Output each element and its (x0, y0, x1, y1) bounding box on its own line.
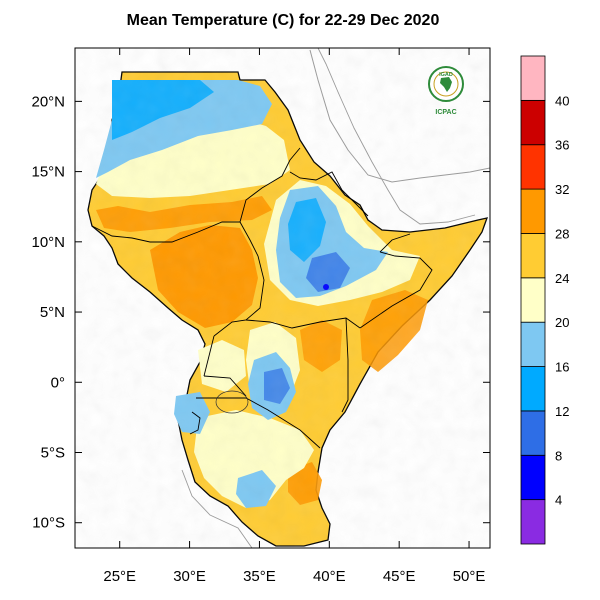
colorbar-label: 20 (555, 315, 569, 330)
logo-inner (433, 71, 459, 97)
lat-tick-label: 10°S (32, 515, 65, 532)
colorbar-swatch (520, 321, 546, 367)
colorbar-label: 36 (555, 138, 569, 153)
africa-emblem-icon (440, 77, 452, 92)
lon-tick-label: 40°E (313, 568, 346, 585)
map-panel: 25°E 30°E 35°E 40°E 45°E 50°E 20°N 15°N 10°N 5°N 0… (31, 47, 491, 585)
lon-tick-label: 50°E (453, 568, 486, 585)
lat-tick-label: 5°S (41, 444, 65, 461)
colorbar-label: 24 (555, 271, 569, 286)
colorbar-label: 4 (555, 493, 562, 508)
lon-tick-label: 30°E (173, 568, 206, 585)
lon-tick-label: 45°E (383, 568, 416, 585)
colorbar-swatch (520, 366, 546, 412)
colorbar-swatch (520, 454, 546, 501)
lake-victoria (215, 390, 249, 414)
country-borders (91, 147, 433, 449)
map-layers (75, 48, 490, 548)
colorbar-swatch (520, 233, 546, 279)
lat-tick-label: 15°N (31, 164, 65, 181)
lat-tick-label: 5°N (40, 304, 65, 321)
colorbar-swatch (520, 499, 546, 545)
lon-tick-label: 25°E (103, 568, 136, 585)
colorbar-label: 12 (555, 404, 569, 419)
axis-ticks: 25°E 30°E 35°E 40°E 45°E 50°E 20°N 15°N 10°N 5°N 0… (31, 48, 490, 585)
igad-logo: IGAD ICPAC (428, 66, 464, 116)
colorbar-label: 8 (555, 448, 562, 463)
colorbar-swatch (520, 410, 546, 456)
colorbar-swatch (520, 99, 546, 146)
colorbar-swatch (520, 188, 546, 234)
logo-name: IGAD (439, 72, 453, 78)
colorbar-label: 28 (555, 226, 569, 241)
lat-tick-label: 10°N (31, 234, 65, 251)
lat-tick-label: 0° (51, 374, 65, 391)
colorbar-swatch (520, 55, 546, 101)
colorbar-label: 32 (555, 182, 569, 197)
map-frame (74, 47, 491, 549)
data-texture (75, 48, 490, 548)
logo-sub: ICPAC (435, 109, 456, 116)
colorbar-label: 16 (555, 360, 569, 375)
lon-tick-label: 35°E (243, 568, 276, 585)
colorbar-swatch (520, 144, 546, 190)
colorbar: 4 8 12 16 20 24 28 32 36 40 (520, 55, 569, 545)
colorbar-swatch (520, 277, 546, 323)
colorbar-label: 40 (555, 93, 569, 108)
map-title: Mean Temperature (C) for 22-29 Dec 2020 (127, 12, 440, 29)
lat-tick-label: 20°N (31, 93, 65, 110)
